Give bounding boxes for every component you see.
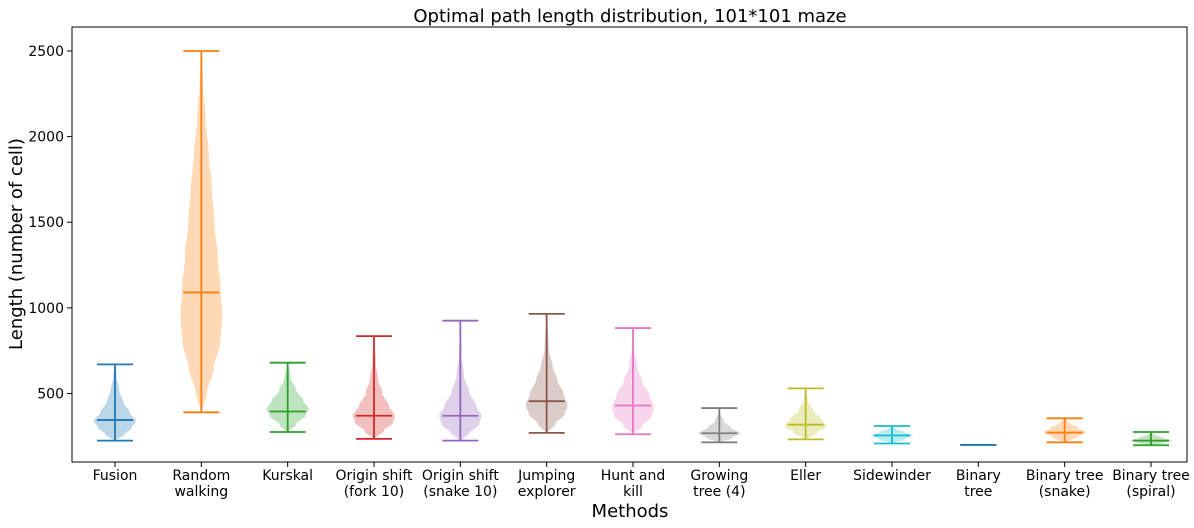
- violin-12: [1130, 431, 1172, 447]
- violin-6: [612, 327, 654, 436]
- x-tick-label: Binary: [956, 468, 1001, 484]
- x-tick-label: Random: [172, 468, 230, 484]
- x-tick-label: Binary tree: [1112, 468, 1190, 484]
- x-tick-label: (snake): [1039, 484, 1091, 500]
- violin-2: [266, 361, 309, 433]
- violin-5: [525, 312, 568, 434]
- x-tick-label: Eller: [790, 468, 821, 484]
- y-tick-label: 500: [37, 386, 64, 402]
- x-tick-label: Origin shift: [336, 468, 414, 484]
- y-tick-label: 1500: [28, 215, 64, 231]
- x-tick-label: Binary tree: [1026, 468, 1104, 484]
- x-tick-label: (snake 10): [423, 484, 497, 500]
- violin-11: [1043, 417, 1086, 444]
- x-tick-label: Origin shift: [422, 468, 500, 484]
- y-tick-label: 2500: [28, 44, 64, 60]
- y-axis: 500 1000 1500 2000 2500: [28, 44, 72, 402]
- y-tick-label: 2000: [28, 130, 64, 146]
- x-tick-label: Jumping: [517, 468, 575, 484]
- violin-7: [698, 407, 741, 444]
- x-tick-label: explorer: [518, 484, 576, 500]
- violin-8: [784, 387, 827, 441]
- x-tick-label: Growing: [690, 468, 748, 484]
- violins-layer: [94, 50, 1172, 447]
- violin-3: [353, 335, 395, 440]
- y-tick-label: 1000: [28, 301, 64, 317]
- violin-1: [180, 50, 223, 414]
- x-tick-label: kill: [623, 484, 643, 500]
- x-tick-label: Kurskal: [262, 468, 313, 484]
- violin-9: [871, 425, 913, 445]
- y-axis-label: Length (number of cell): [6, 138, 27, 350]
- x-tick-label: Sidewinder: [853, 468, 931, 484]
- x-tick-label: Hunt and: [601, 468, 666, 484]
- violin-4: [439, 319, 482, 442]
- x-tick-label: tree (4): [693, 484, 745, 500]
- x-tick-label: tree: [964, 484, 992, 500]
- violin-0: [94, 363, 136, 442]
- x-tick-label: walking: [174, 484, 228, 500]
- x-tick-label: (spiral): [1126, 484, 1175, 500]
- plot-area-frame: [71, 26, 1188, 463]
- x-tick-label: (fork 10): [344, 484, 405, 500]
- x-axis-label: Methods: [592, 501, 669, 522]
- chart-title: Optimal path length distribution, 101*10…: [413, 6, 846, 27]
- x-tick-label: Fusion: [93, 468, 138, 484]
